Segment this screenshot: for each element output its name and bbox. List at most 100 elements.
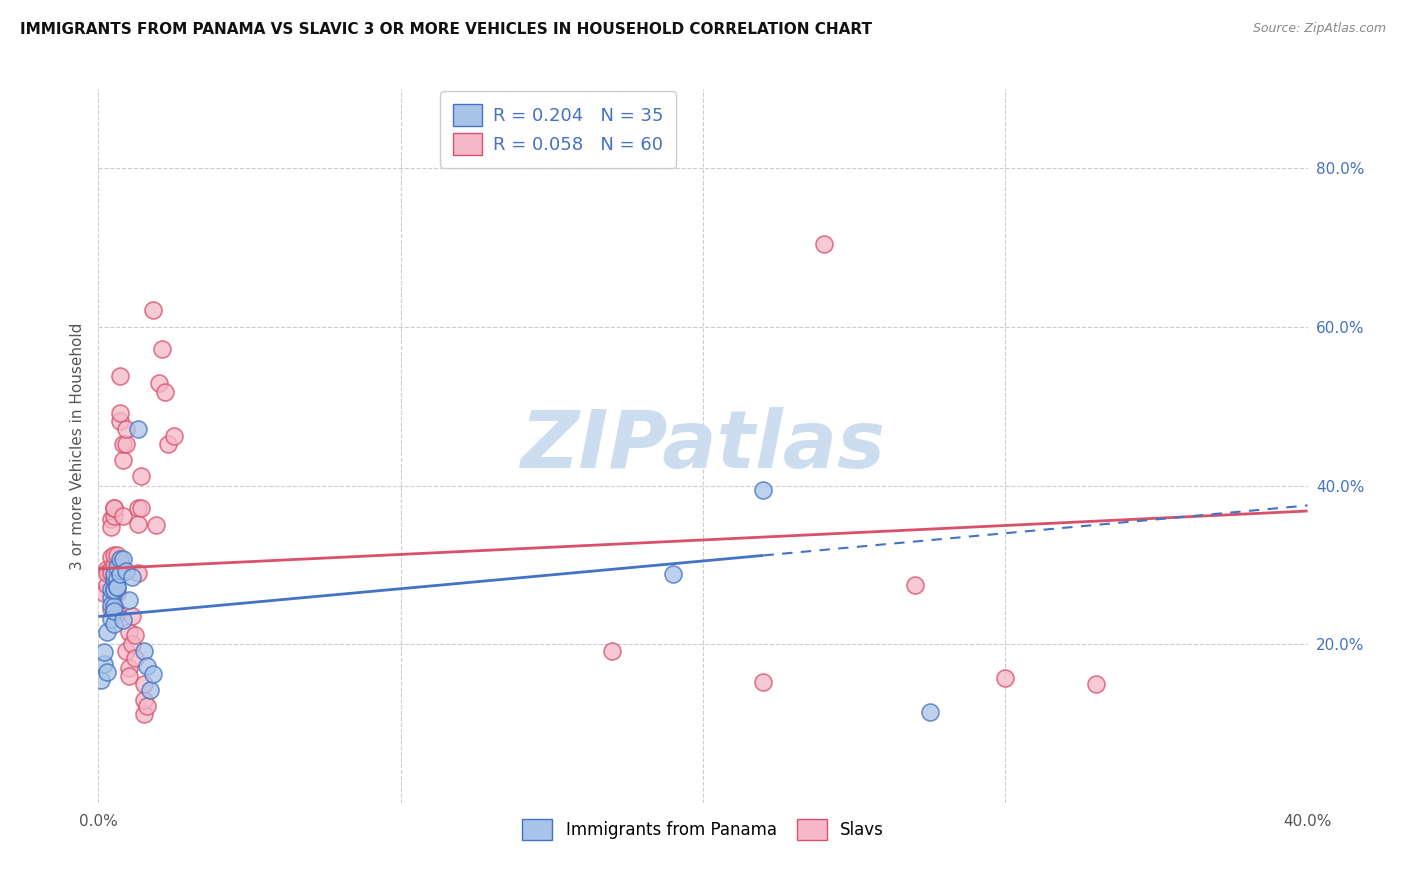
Point <box>105 580 128 594</box>
Point <box>148 376 170 390</box>
Point <box>105 572 128 586</box>
Point <box>108 557 131 571</box>
Point <box>105 559 128 574</box>
Point <box>100 512 122 526</box>
Point <box>100 582 122 596</box>
Point <box>127 421 149 435</box>
Point <box>100 549 122 564</box>
Text: ZIPatlas: ZIPatlas <box>520 407 886 485</box>
Point <box>139 683 162 698</box>
Point <box>108 414 131 428</box>
Point <box>118 661 141 675</box>
Point <box>100 562 122 576</box>
Point <box>103 617 125 632</box>
Point <box>129 500 152 515</box>
Point <box>105 585 128 599</box>
Point <box>132 643 155 657</box>
Point <box>96 562 118 576</box>
Point <box>121 570 143 584</box>
Point <box>103 500 125 515</box>
Point <box>118 625 141 640</box>
Text: IMMIGRANTS FROM PANAMA VS SLAVIC 3 OR MORE VEHICLES IN HOUSEHOLD CORRELATION CHA: IMMIGRANTS FROM PANAMA VS SLAVIC 3 OR MO… <box>20 22 872 37</box>
Point <box>111 508 134 523</box>
Point <box>105 549 128 563</box>
Point <box>100 566 122 580</box>
Point <box>93 585 115 599</box>
Point <box>118 669 141 683</box>
Point <box>918 705 941 719</box>
Point <box>103 508 125 523</box>
Point <box>108 567 131 582</box>
Point <box>108 551 131 566</box>
Point <box>129 469 152 483</box>
Point <box>1085 677 1108 691</box>
Point <box>135 659 157 673</box>
Point <box>103 500 125 515</box>
Point <box>163 429 186 443</box>
Point <box>132 677 155 691</box>
Point <box>96 578 118 592</box>
Point <box>127 566 149 580</box>
Point <box>103 599 125 614</box>
Point <box>127 500 149 515</box>
Point <box>124 651 146 665</box>
Point <box>752 483 775 497</box>
Point <box>121 637 143 651</box>
Point <box>145 518 167 533</box>
Point <box>114 421 136 435</box>
Point <box>100 612 122 626</box>
Point <box>121 609 143 624</box>
Point <box>132 692 155 706</box>
Point <box>105 580 128 594</box>
Point <box>103 582 125 596</box>
Point <box>142 667 165 681</box>
Point <box>114 643 136 657</box>
Point <box>153 385 176 400</box>
Point <box>105 564 128 578</box>
Point <box>813 236 835 251</box>
Point <box>103 599 125 614</box>
Point <box>103 572 125 586</box>
Point <box>100 598 122 612</box>
Point <box>114 564 136 578</box>
Point <box>994 671 1017 685</box>
Point <box>111 437 134 451</box>
Point <box>100 520 122 534</box>
Point <box>142 302 165 317</box>
Point <box>111 453 134 467</box>
Point <box>135 699 157 714</box>
Point <box>118 592 141 607</box>
Point <box>100 601 122 615</box>
Point <box>105 606 128 620</box>
Legend: Immigrants from Panama, Slavs: Immigrants from Panama, Slavs <box>515 811 891 848</box>
Point <box>114 437 136 451</box>
Point <box>96 665 118 679</box>
Point <box>108 369 131 384</box>
Point <box>132 706 155 721</box>
Point <box>904 578 927 592</box>
Point <box>93 645 115 659</box>
Point <box>96 625 118 640</box>
Point <box>124 628 146 642</box>
Point <box>111 614 134 628</box>
Point <box>602 643 624 657</box>
Point <box>96 566 118 580</box>
Point <box>661 567 683 582</box>
Point <box>103 549 125 563</box>
Point <box>103 558 125 572</box>
Point <box>103 604 125 618</box>
Point <box>127 516 149 531</box>
Point <box>111 551 134 566</box>
Point <box>103 567 125 582</box>
Point <box>150 343 173 357</box>
Point <box>90 673 112 687</box>
Point <box>103 583 125 598</box>
Point <box>752 675 775 690</box>
Point <box>108 406 131 420</box>
Point <box>100 590 122 604</box>
Y-axis label: 3 or more Vehicles in Household: 3 or more Vehicles in Household <box>69 322 84 570</box>
Point <box>93 657 115 671</box>
Text: Source: ZipAtlas.com: Source: ZipAtlas.com <box>1253 22 1386 36</box>
Point <box>156 437 179 451</box>
Point <box>103 574 125 588</box>
